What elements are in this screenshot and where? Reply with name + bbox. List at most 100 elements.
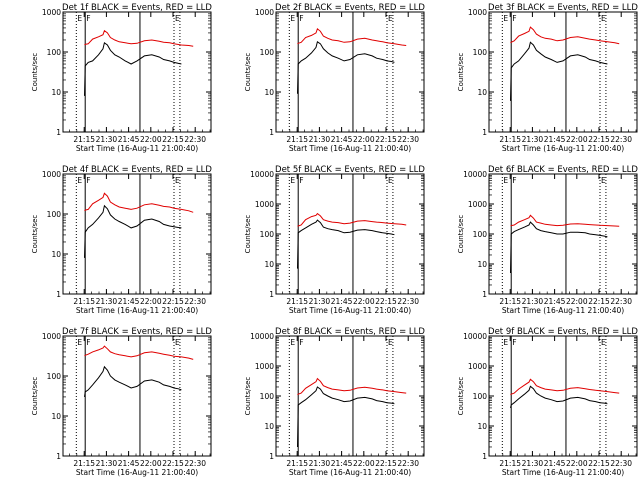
y-tick-label: 1000 [255,362,274,371]
y-tick-label: 10 [477,260,487,269]
x-axis-label: Start Time (16-Aug-11 21:00:40) [289,144,411,153]
marker-letter: E [290,338,295,347]
y-tick-label: 100 [47,372,62,381]
lld-series-line [510,214,620,227]
x-axis-label: Start Time (16-Aug-11 21:00:40) [76,468,198,477]
lld-series-line [297,212,407,227]
x-tick-label: 21:45 [331,297,353,306]
y-tick-label: 100 [47,48,62,57]
x-tick-label: 21:30 [309,135,331,144]
events-series-line [84,41,182,96]
x-tick-label: 21:45 [118,459,140,468]
x-tick-label: 22:00 [566,135,588,144]
marker-letter: F [512,338,516,347]
x-axis-label: Start Time (16-Aug-11 21:00:40) [289,468,411,477]
detector-panel-2: Det 2f BLACK = Events, RED = LLD 1 10 100 10… [244,3,425,153]
events-series-line [297,219,395,269]
marker-letter: F [512,14,516,23]
detector-panel-5: Det 5f BLACK = Events, RED = LLD 1 10 100 10… [244,165,425,315]
marker-letter: E [77,14,82,23]
x-tick-label: 22:15 [375,135,397,144]
x-axis-label: Start Time (16-Aug-11 21:00:40) [76,306,198,315]
marker-letter: E [503,176,508,185]
x-tick-label: 22:30 [610,135,632,144]
x-tick-label: 22:00 [140,135,162,144]
marker-letter: F [299,176,303,185]
x-tick-label: 21:45 [331,135,353,144]
x-tick-label: 22:00 [140,297,162,306]
lld-series-line [84,192,194,213]
marker-letter: E [601,176,606,185]
marker-letter: E [175,338,180,347]
x-tick-label: 22:15 [162,297,184,306]
panel-title: Det 7f BLACK = Events, RED = LLD [62,327,212,337]
lld-series-line [510,378,620,396]
x-tick-label: 21:45 [118,135,140,144]
x-tick-label: 22:15 [162,135,184,144]
y-tick-label: 1000 [42,170,61,179]
x-tick-label: 22:15 [588,135,610,144]
x-tick-label: 22:30 [184,297,206,306]
x-tick-label: 21:15 [499,297,521,306]
y-tick-label: 10 [51,250,61,259]
lld-series-line [84,29,194,47]
x-tick-label: 22:15 [375,459,397,468]
plot-frame [62,173,212,295]
x-tick-label: 21:30 [522,135,544,144]
x-tick-label: 21:15 [286,297,308,306]
y-tick-label: 10000 [250,332,274,341]
panel-title: Det 5f BLACK = Events, RED = LLD [275,165,425,175]
y-tick-label: 10 [264,422,274,431]
marker-letter: F [299,338,303,347]
marker-letter: F [512,176,516,185]
x-tick-label: 21:45 [544,297,566,306]
x-tick-label: 22:30 [610,297,632,306]
panel-title: Det 9f BLACK = Events, RED = LLD [488,327,638,337]
y-tick-label: 1 [56,128,61,137]
x-tick-label: 22:00 [353,459,375,468]
y-tick-label: 100 [47,210,62,219]
x-tick-label: 22:00 [140,459,162,468]
marker-letter: E [388,176,393,185]
y-tick-label: 10 [264,260,274,269]
y-tick-label: 1 [482,128,487,137]
marker-letter: E [601,338,606,347]
y-tick-label: 10000 [250,170,274,179]
x-tick-label: 21:15 [286,459,308,468]
panel-title: Det 4f BLACK = Events, RED = LLD [62,165,212,175]
marker-letter: E [388,14,393,23]
panel-title: Det 2f BLACK = Events, RED = LLD [275,3,425,13]
x-tick-label: 21:45 [331,459,353,468]
plot-frame [62,11,212,133]
x-tick-label: 21:30 [96,135,118,144]
events-series-line [510,385,608,409]
x-tick-label: 22:15 [375,297,397,306]
marker-letter: E [77,176,82,185]
y-tick-label: 10 [51,412,61,421]
x-tick-label: 22:30 [610,459,632,468]
y-tick-label: 1 [56,290,61,299]
x-tick-label: 21:30 [522,297,544,306]
y-tick-label: 1 [269,128,274,137]
events-series-line [297,40,395,94]
lld-series-line [84,345,194,360]
x-tick-label: 21:45 [544,459,566,468]
panel-title: Det 8f BLACK = Events, RED = LLD [275,327,425,337]
x-tick-label: 22:30 [397,459,419,468]
x-tick-label: 21:15 [286,135,308,144]
y-tick-label: 1000 [468,8,487,17]
x-axis-label: Start Time (16-Aug-11 21:00:40) [502,306,624,315]
detector-panel-9: Det 9f BLACK = Events, RED = LLD 1 10 100 10… [457,327,638,477]
marker-letter: E [503,14,508,23]
y-axis-label: Counts/sec [31,215,39,254]
y-axis-label: Counts/sec [31,377,39,416]
plot-frame [62,335,212,457]
x-axis-label: Start Time (16-Aug-11 21:00:40) [502,144,624,153]
panel-title: Det 1f BLACK = Events, RED = LLD [62,3,212,13]
marker-letter: E [175,176,180,185]
events-series-line [84,204,182,258]
y-axis-label: Counts/sec [244,53,252,92]
lld-series-line [510,26,620,45]
x-tick-label: 22:00 [353,135,375,144]
